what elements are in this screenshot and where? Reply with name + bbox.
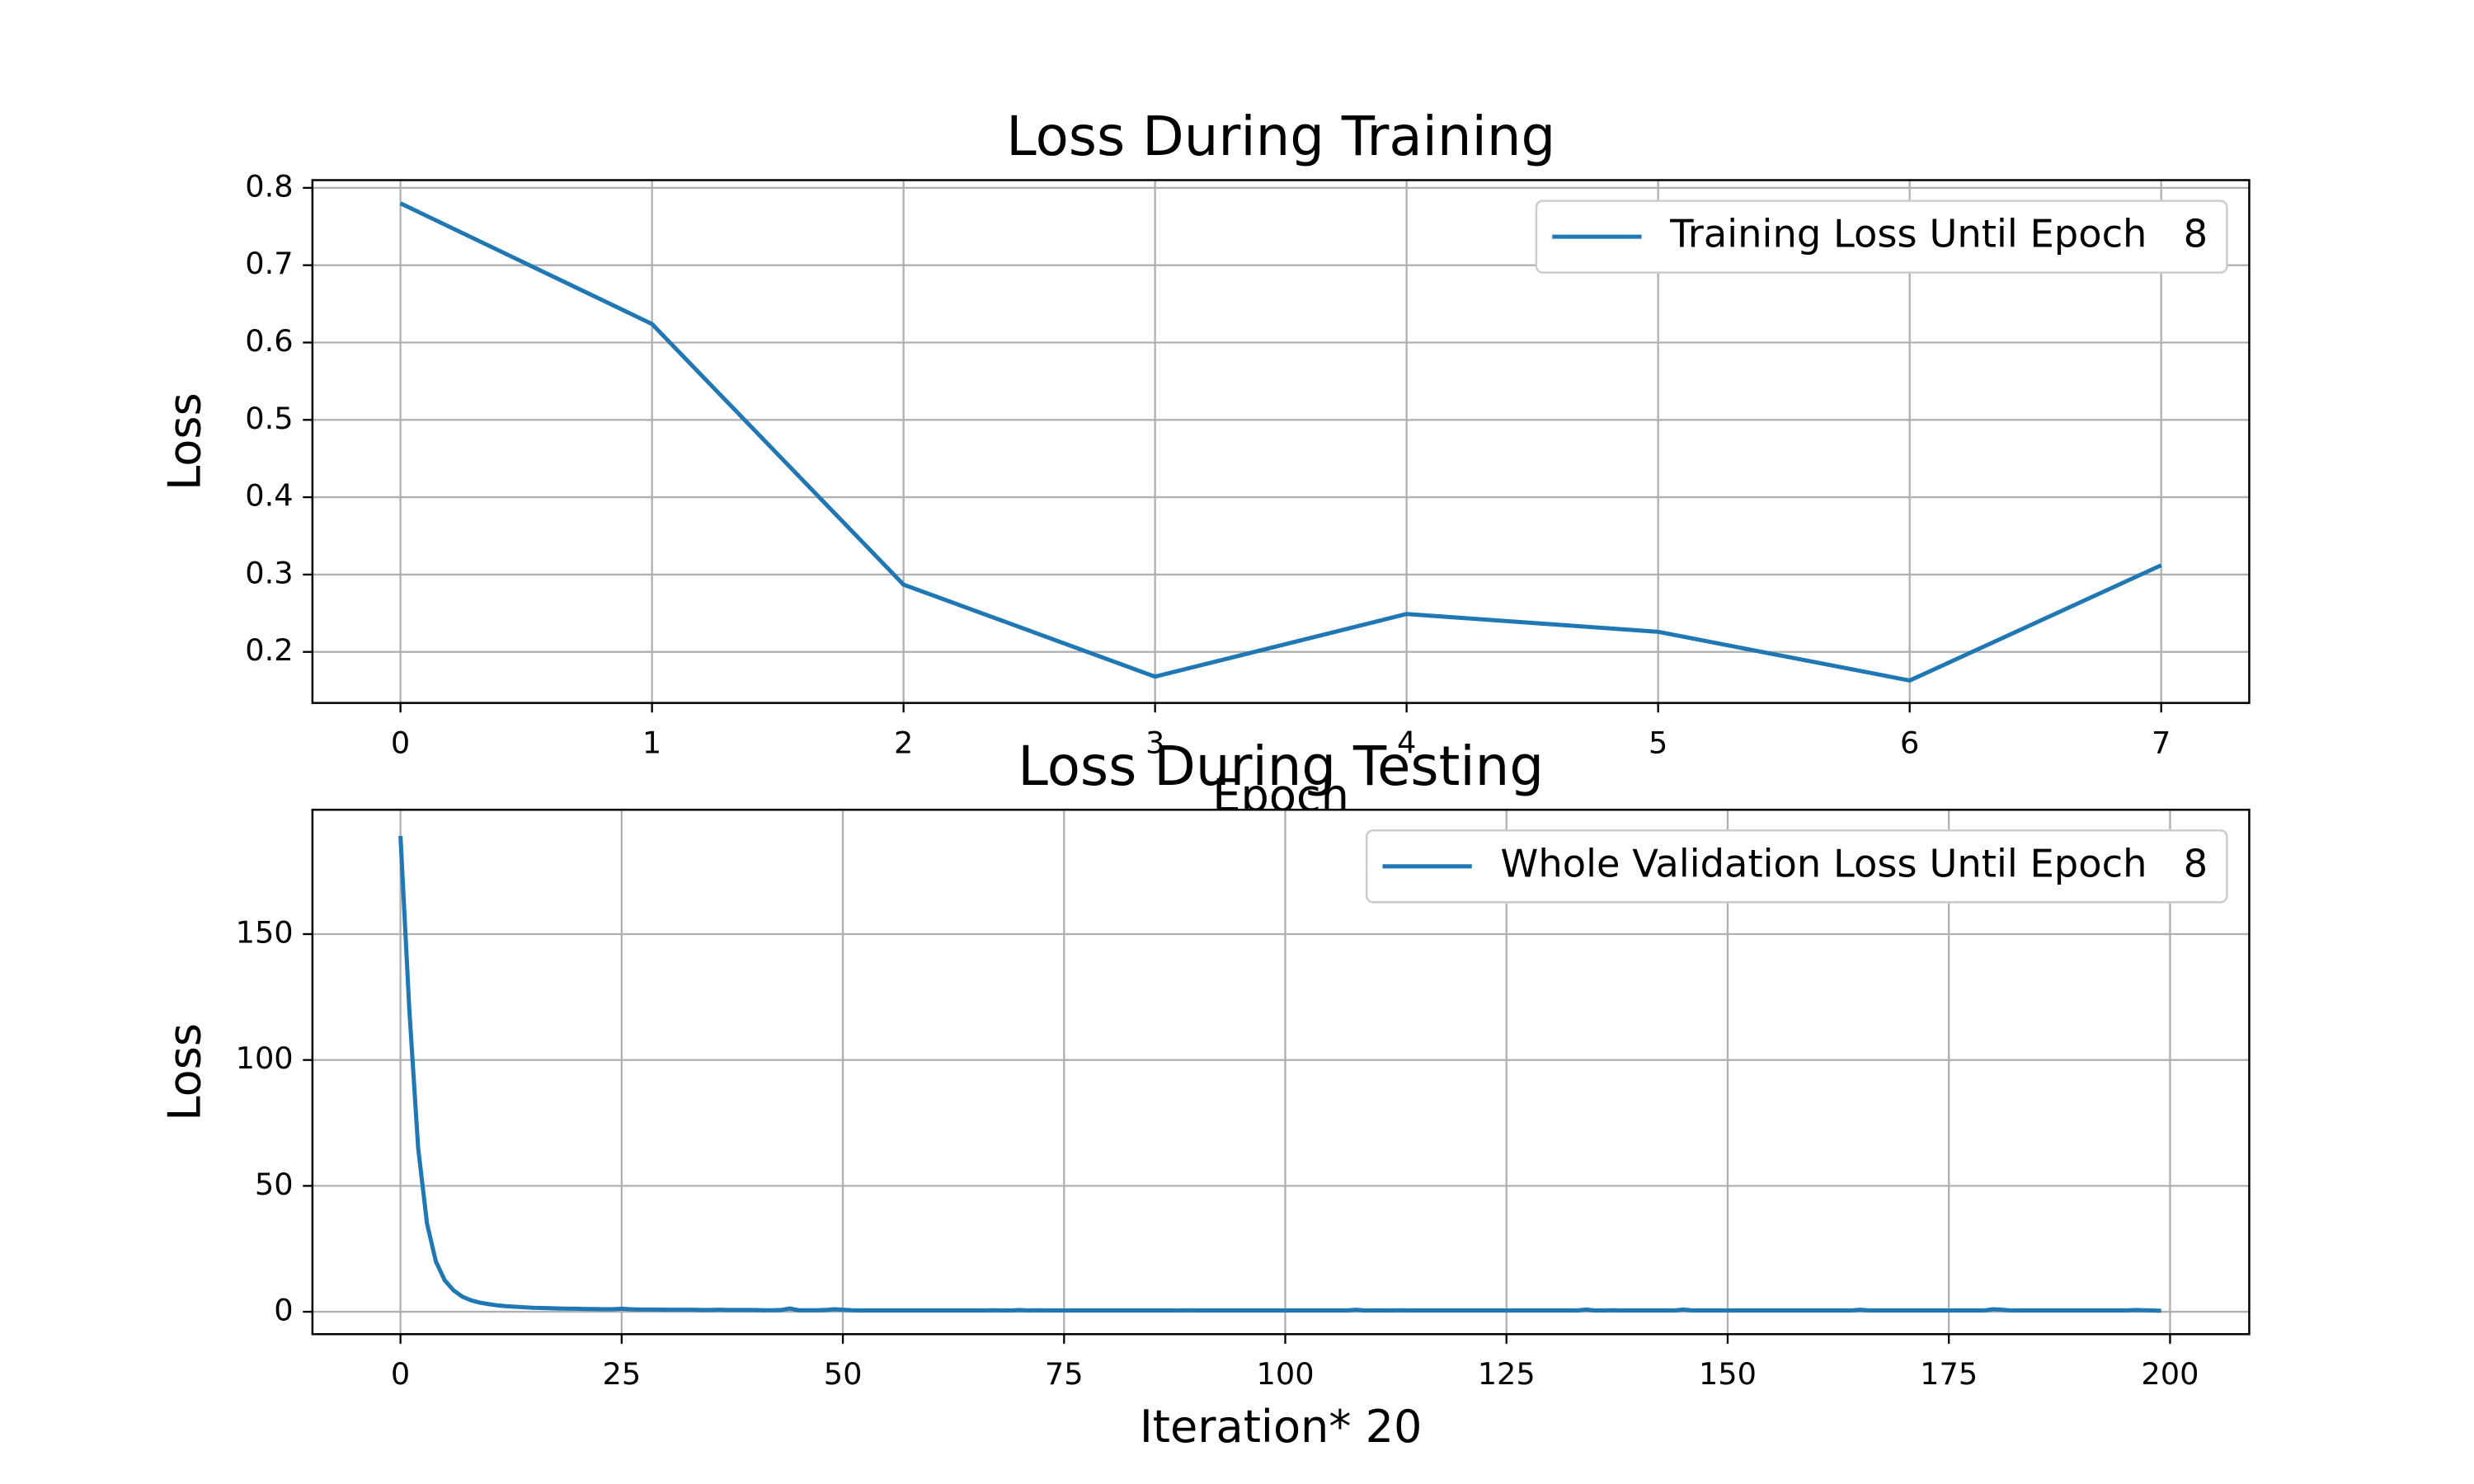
y-tick-label: 0.7 [245, 246, 293, 281]
legend-label: Whole Validation Loss Until Epoch 8 [1501, 841, 2208, 885]
x-tick-label: 6 [1900, 725, 1919, 760]
x-tick-label: 200 [2141, 1356, 2199, 1392]
x-tick-label: 50 [824, 1356, 863, 1392]
x-tick-label: 3 [1145, 725, 1164, 760]
x-tick-label: 100 [1256, 1356, 1314, 1392]
y-tick-label: 0.8 [245, 168, 293, 204]
x-tick-label: 7 [2152, 725, 2171, 760]
y-tick-label: 0.5 [245, 401, 293, 436]
x-axis-label: Iteration* 20 [1140, 1401, 1423, 1453]
y-tick-label: 0.4 [245, 478, 293, 514]
legend-frame [1365, 829, 2228, 904]
legend: Training Loss Until Epoch 8 [1535, 200, 2228, 274]
legend-frame [1535, 200, 2228, 274]
axes-frame [311, 808, 2251, 1336]
x-tick-label: 5 [1649, 725, 1667, 760]
y-tick-label: 100 [236, 1040, 294, 1076]
y-tick-label: 0.6 [245, 323, 293, 359]
x-tick-label: 2 [894, 725, 913, 760]
y-tick-label: 0 [274, 1293, 293, 1328]
x-tick-label: 4 [1397, 725, 1416, 760]
x-tick-label: 0 [391, 725, 410, 760]
x-tick-label: 175 [1920, 1356, 1978, 1392]
axes: 0 50 100 150 0 25 50 75 100 125 150 175 200 Iteration… [159, 735, 2251, 1453]
x-tick-label: 1 [642, 725, 661, 760]
legend: Whole Validation Loss Until Epoch 8 [1365, 829, 2228, 904]
x-tick-label: 25 [602, 1356, 641, 1392]
x-tick-label: 125 [1478, 1356, 1536, 1392]
x-tick-label: 0 [391, 1356, 410, 1392]
y-tick-label: 150 [236, 915, 294, 951]
chart-title: Loss During Testing [1018, 735, 1544, 798]
data-line [398, 835, 2161, 1313]
axes-frame [311, 179, 2251, 704]
y-axis-label: Loss [159, 392, 211, 491]
x-tick-label: 150 [1699, 1356, 1757, 1392]
y-axis-label: Loss [159, 1023, 211, 1121]
chart-title: Loss During Training [1006, 106, 1555, 168]
y-tick-label: 0.2 [245, 632, 293, 668]
data-line [399, 201, 2162, 683]
y-tick-label: 0.3 [245, 555, 293, 590]
y-tick-label: 50 [255, 1167, 294, 1202]
legend-label: Training Loss Until Epoch 8 [1669, 212, 2208, 256]
x-tick-label: 75 [1045, 1356, 1084, 1392]
